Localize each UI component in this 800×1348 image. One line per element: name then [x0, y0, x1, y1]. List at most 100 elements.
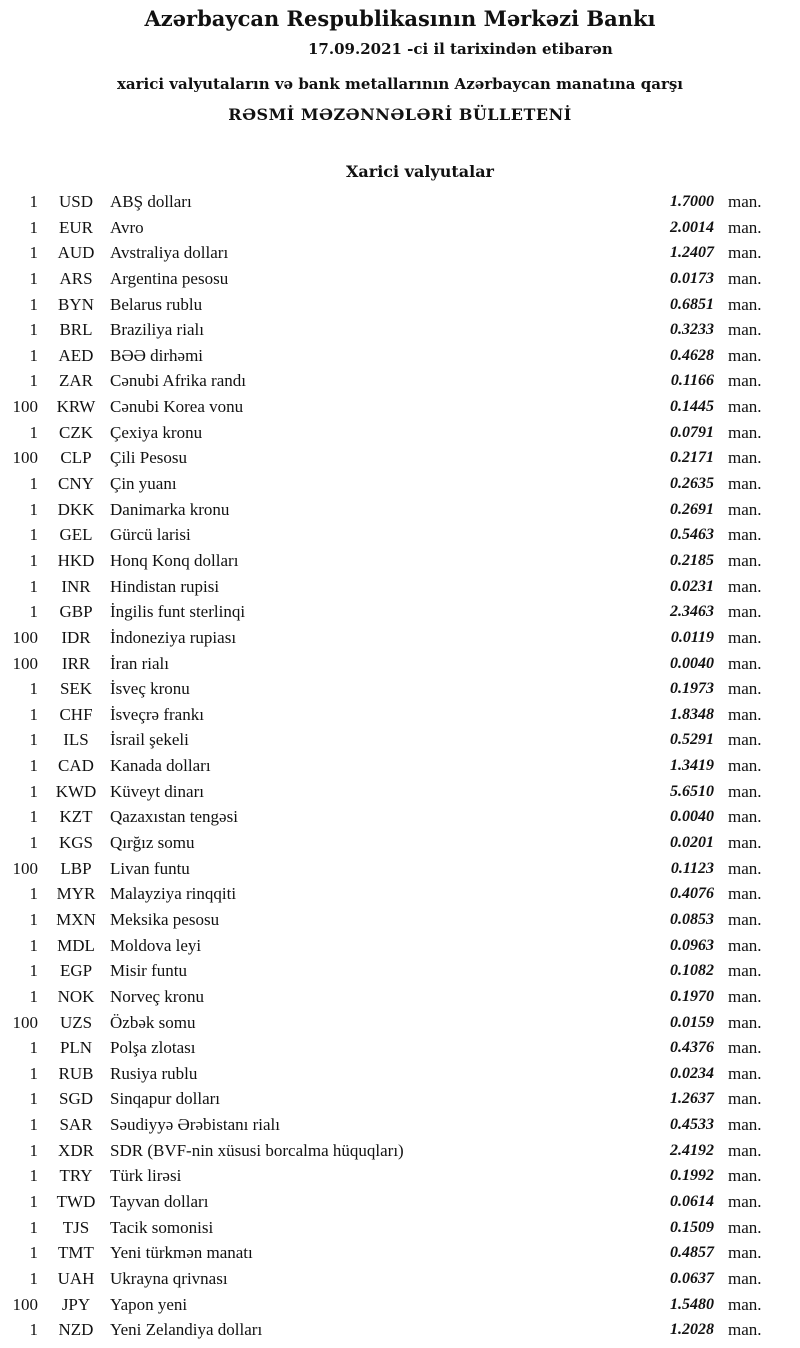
currency-name: Avro: [110, 217, 144, 237]
unit-label: man.: [728, 1191, 762, 1211]
rate-row-aud: 1 AUD Avstraliya dolları 1.2407 man.: [0, 240, 800, 266]
rate-value: 1.2028: [670, 1321, 714, 1339]
rate-row-rub: 1 RUB Rusiya rublu 0.0234 man.: [0, 1061, 800, 1087]
unit-label: man.: [728, 320, 762, 340]
rate-row-twd: 1 TWD Tayvan dolları 0.0614 man.: [0, 1189, 800, 1215]
unit-count: 1: [29, 756, 39, 776]
bank-title: Azərbaycan Respublikasının Mərkəzi Bankı: [144, 6, 656, 31]
rate-value: 0.1166: [670, 372, 714, 390]
unit-count: 1: [29, 909, 39, 929]
unit-count: 1: [29, 1063, 39, 1083]
unit-label: man.: [728, 1243, 762, 1263]
unit-label: man.: [728, 1140, 762, 1160]
currency-code: MYR: [56, 884, 96, 904]
rate-value: 0.0173: [670, 269, 714, 287]
currency-code: KRW: [56, 397, 96, 417]
rate-value: 0.1973: [670, 680, 714, 698]
currency-name: İsveçrə frankı: [110, 704, 204, 724]
rate-row-brl: 1 BRL Braziliya rialı 0.3233 man.: [0, 317, 800, 343]
rate-row-sar: 1 SAR Səudiyyə Ərəbistanı rialı 0.4533 man.: [0, 1112, 800, 1138]
unit-count: 1: [29, 704, 39, 724]
currency-name: Cənubi Korea vonu: [110, 397, 244, 417]
currency-code: BYN: [58, 294, 94, 314]
unit-count: 1: [29, 833, 39, 853]
currency-name: Meksika pesosu: [110, 909, 220, 929]
currency-code: NOK: [57, 986, 95, 1006]
rate-value: 1.3419: [670, 757, 714, 775]
unit-count: 1: [29, 1166, 39, 1186]
unit-count: 1: [29, 602, 39, 622]
rate-row-egp: 1 EGP Misir funtu 0.1082 man.: [0, 958, 800, 984]
unit-count: 1: [29, 730, 39, 750]
unit-label: man.: [728, 1217, 762, 1237]
rate-row-xdr: 1 XDR SDR (BVF-nin xüsusi borcalma hüquqla…: [0, 1138, 800, 1164]
unit-count: 1: [29, 1268, 39, 1288]
rate-row-cny: 1 CNY Çin yuanı 0.2635 man.: [0, 471, 800, 497]
currency-name: Yeni türkmən manatı: [110, 1243, 253, 1263]
currency-code: CNY: [58, 474, 94, 494]
rate-row-tmt: 1 TMT Yeni türkmən manatı 0.4857 man.: [0, 1240, 800, 1266]
currency-name: Hindistan rupisi: [110, 576, 220, 596]
unit-label: man.: [728, 550, 762, 570]
rate-value: 0.3233: [670, 321, 714, 339]
currency-code: SAR: [59, 1115, 93, 1135]
rate-row-usd: 1 USD ABŞ dolları 1.7000 man.: [0, 189, 800, 215]
unit-label: man.: [728, 268, 762, 288]
unit-count: 1: [29, 679, 39, 699]
currency-code: GBP: [59, 602, 93, 622]
rate-row-idr: 100 IDR İndoneziya rupiası 0.0119 man.: [0, 625, 800, 651]
unit-label: man.: [728, 781, 762, 801]
currency-code: MDL: [57, 935, 95, 955]
rate-row-eur: 1 EUR Avro 2.0014 man.: [0, 215, 800, 241]
unit-label: man.: [728, 602, 762, 622]
currency-code: CHF: [59, 704, 93, 724]
currency-code: JPY: [61, 1294, 91, 1314]
unit-label: man.: [728, 525, 762, 545]
rate-row-sek: 1 SEK İsveç kronu 0.1973 man.: [0, 676, 800, 702]
rate-value: 0.1445: [670, 398, 714, 416]
rate-row-zar: 1 ZAR Cənubi Afrika randı 0.1166 man.: [0, 368, 800, 394]
rate-value: 1.5480: [670, 1295, 714, 1313]
currency-code: MXN: [56, 909, 96, 929]
unit-count: 1: [29, 1320, 39, 1340]
rate-value: 1.7000: [670, 193, 714, 210]
rate-value: 0.1123: [670, 859, 714, 877]
unit-count: 100: [12, 627, 39, 647]
rate-value: 0.4533: [670, 1116, 714, 1134]
unit-label: man.: [728, 730, 762, 750]
currency-name: Səudiyyə Ərəbistanı rialı: [110, 1115, 280, 1135]
currency-name: Qırğız somu: [110, 833, 195, 853]
unit-label: man.: [728, 704, 762, 724]
unit-label: man.: [728, 858, 762, 878]
unit-label: man.: [728, 1294, 762, 1314]
unit-count: 100: [12, 653, 39, 673]
currency-name: İndoneziya rupiası: [110, 627, 237, 647]
unit-count: 1: [29, 320, 39, 340]
rate-row-dkk: 1 DKK Danimarka kronu 0.2691 man.: [0, 497, 800, 523]
unit-count: 1: [29, 1217, 39, 1237]
rate-row-lbp: 100 LBP Livan funtu 0.1123 man.: [0, 856, 800, 882]
unit-count: 1: [29, 1140, 39, 1160]
rate-row-kzt: 1 KZT Qazaxıstan tengəsi 0.0040 man.: [0, 804, 800, 830]
unit-label: man.: [728, 243, 762, 263]
rate-row-nok: 1 NOK Norveç kronu 0.1970 man.: [0, 984, 800, 1010]
rate-value: 0.1992: [670, 1167, 714, 1185]
rate-value: 0.4628: [670, 346, 714, 364]
currency-code: TRY: [59, 1166, 93, 1186]
currency-name: Misir funtu: [110, 961, 187, 981]
rates-table: 1 USD ABŞ dolları 1.7000 man. 1 EUR Avro 2.0014 m…: [0, 189, 800, 1343]
currency-name: Tayvan dolları: [110, 1191, 209, 1211]
currency-code: KZT: [59, 807, 93, 827]
currency-code: UZS: [59, 1012, 93, 1032]
rate-row-kwd: 1 KWD Küveyt dinarı 5.6510 man.: [0, 779, 800, 805]
rate-value: 0.5463: [670, 526, 714, 544]
currency-code: AUD: [57, 243, 95, 263]
currency-code: USD: [58, 192, 93, 211]
rate-row-uzs: 100 UZS Özbək somu 0.0159 man.: [0, 1010, 800, 1036]
unit-count: 1: [29, 986, 39, 1006]
currency-name: Braziliya rialı: [110, 320, 204, 340]
unit-count: 1: [29, 525, 39, 545]
unit-count: 1: [29, 268, 39, 288]
currency-name: İngilis funt sterlinqi: [110, 602, 246, 622]
unit-count: 100: [12, 448, 39, 468]
